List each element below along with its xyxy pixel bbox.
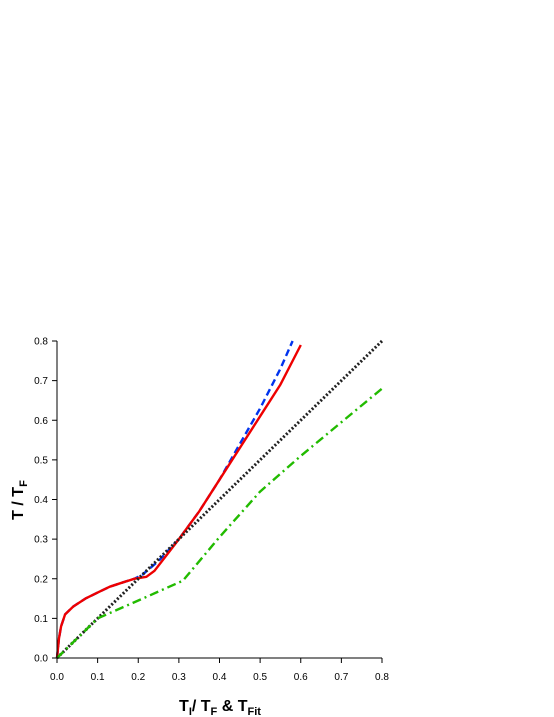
y-tick-label: 0.4 [34, 495, 48, 506]
plot-lines [55, 339, 384, 660]
series-line-3 [56, 387, 383, 659]
y-tick-label: 0.5 [34, 455, 48, 466]
y-tick-label: 0.3 [34, 535, 48, 546]
x-tick-label: 0.2 [131, 672, 145, 683]
series-line-1 [55, 344, 302, 659]
series-line-2 [55, 339, 384, 660]
x-ticks: 0.0 0.1 0.2 0.3 0.4 0.5 0.6 0.7 0.8 [50, 658, 389, 683]
x-tick-label: 0.7 [334, 672, 348, 683]
y-tick-label: 0.0 [34, 654, 48, 665]
x-tick-label: 0.8 [375, 672, 389, 683]
x-tick-label: 0.6 [294, 672, 308, 683]
x-tick-label: 0.3 [172, 672, 186, 683]
y-tick-label: 0.6 [34, 416, 48, 427]
series-line-0 [55, 340, 294, 659]
y-ticks: 0.0 0.1 0.2 0.3 0.4 0.5 0.6 0.7 0.8 [34, 337, 57, 665]
y-tick-label: 0.7 [34, 376, 48, 387]
x-tick-label: 0.1 [91, 672, 105, 683]
x-tick-label: 0.4 [213, 672, 227, 683]
y-tick-label: 0.8 [34, 337, 48, 348]
y-tick-label: 0.2 [34, 574, 48, 585]
y-tick-label: 0.1 [34, 614, 48, 625]
y-axis-title: T / TF [10, 480, 30, 520]
x-axis-title: TI/ TF & TFit [179, 698, 261, 717]
x-tick-label: 0.0 [50, 672, 64, 683]
x-tick-label: 0.5 [253, 672, 267, 683]
